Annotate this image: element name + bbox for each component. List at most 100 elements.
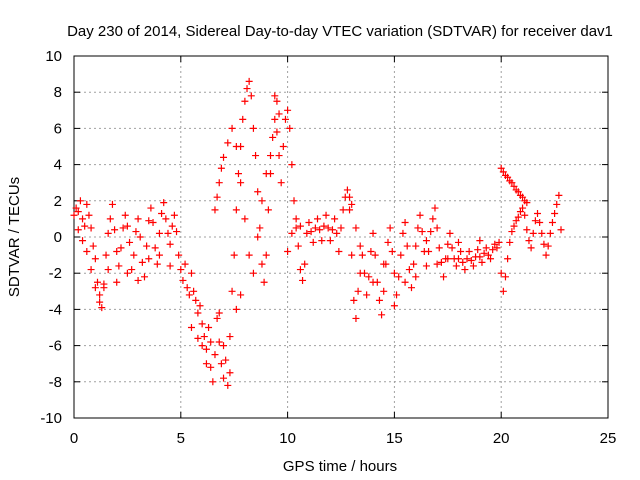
data-point: [536, 219, 544, 227]
data-point: [211, 351, 219, 359]
data-point: [363, 291, 371, 299]
data-point: [111, 226, 119, 234]
data-point: [70, 211, 78, 219]
data-point: [181, 260, 189, 268]
data-point: [96, 298, 104, 306]
data-point: [544, 242, 552, 250]
data-point: [546, 229, 554, 237]
data-point: [452, 262, 460, 270]
data-point: [497, 269, 505, 277]
data-point: [72, 204, 80, 212]
data-point: [444, 240, 452, 248]
data-point: [476, 237, 484, 245]
data-point: [525, 237, 533, 245]
data-point: [196, 302, 204, 310]
data-point: [360, 269, 368, 277]
data-point: [121, 211, 129, 219]
data-point: [222, 356, 230, 364]
data-point: [74, 208, 82, 216]
data-point: [339, 206, 347, 214]
data-point: [98, 304, 106, 312]
data-point: [326, 237, 334, 245]
data-point: [467, 257, 475, 265]
data-point: [333, 229, 341, 237]
data-point: [521, 211, 529, 219]
data-point: [158, 209, 166, 217]
data-point: [273, 128, 281, 136]
data-point: [294, 242, 302, 250]
data-point: [183, 284, 191, 292]
data-point: [429, 215, 437, 223]
data-point: [395, 273, 403, 281]
data-point: [76, 197, 84, 205]
data-point: [527, 244, 535, 252]
data-point: [269, 133, 277, 141]
data-point: [258, 260, 266, 268]
data-point: [166, 240, 174, 248]
data-point: [358, 251, 366, 259]
data-point: [288, 229, 296, 237]
data-point: [194, 334, 202, 342]
data-point: [403, 242, 411, 250]
data-point: [277, 179, 285, 187]
data-point: [281, 115, 289, 123]
data-point: [284, 247, 292, 255]
data-point: [271, 115, 279, 123]
x-tick-label: 25: [600, 430, 617, 447]
data-point: [427, 228, 435, 236]
data-point: [380, 260, 388, 268]
y-tick-label: -8: [49, 374, 62, 391]
data-point: [431, 204, 439, 212]
data-point: [484, 251, 492, 259]
data-point: [384, 238, 392, 246]
data-point: [489, 246, 497, 254]
data-point: [307, 228, 315, 236]
data-point: [322, 211, 330, 219]
data-point: [352, 314, 360, 322]
data-point: [262, 251, 270, 259]
data-point: [87, 266, 95, 274]
data-point: [264, 206, 272, 214]
data-point: [228, 124, 236, 132]
grid-lines: [74, 56, 608, 418]
data-point: [79, 215, 87, 223]
data-point: [202, 360, 210, 368]
data-point: [241, 97, 249, 105]
data-point: [463, 255, 471, 263]
data-point: [433, 224, 441, 232]
data-point: [316, 226, 324, 234]
data-point: [213, 314, 221, 322]
data-point: [352, 224, 360, 232]
data-point: [149, 219, 157, 227]
data-point: [198, 320, 206, 328]
data-point: [113, 247, 121, 255]
data-point: [243, 85, 251, 93]
data-point: [267, 152, 275, 160]
data-point: [555, 191, 563, 199]
x-axis-label: GPS time / hours: [283, 458, 397, 475]
x-tick-label: 0: [70, 430, 78, 447]
data-point: [215, 338, 223, 346]
data-point: [213, 193, 221, 201]
data-point: [102, 251, 110, 259]
data-point: [187, 269, 195, 277]
x-tick-label: 5: [177, 430, 185, 447]
data-point: [435, 244, 443, 252]
data-point: [469, 262, 477, 270]
data-point: [320, 222, 328, 230]
data-point: [145, 217, 153, 225]
data-point: [519, 204, 527, 212]
data-point: [331, 215, 339, 223]
data-point: [367, 247, 375, 255]
data-point: [215, 179, 223, 187]
data-point: [356, 242, 364, 250]
data-point: [343, 186, 351, 194]
data-point: [145, 255, 153, 263]
data-point: [220, 374, 228, 382]
data-point: [553, 200, 561, 208]
data-point: [495, 238, 503, 246]
data-point: [337, 224, 345, 232]
data-point: [117, 244, 125, 252]
